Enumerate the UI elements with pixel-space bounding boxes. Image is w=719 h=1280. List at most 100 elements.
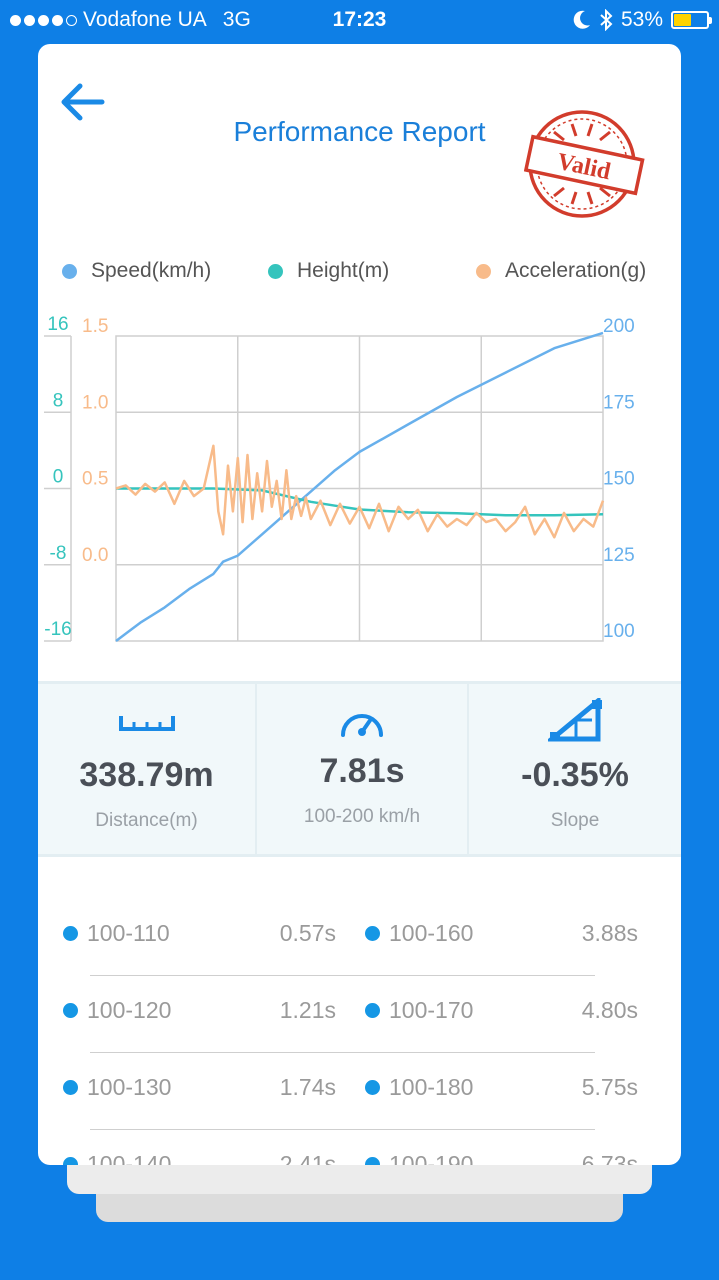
- status-bar: Vodafone UA 3G 17:23 53%: [0, 0, 719, 40]
- legend-label: Acceleration(g): [505, 259, 647, 282]
- legend-dot: [476, 263, 491, 279]
- acceleration-series-line: [115, 444, 605, 539]
- back-button[interactable]: [56, 80, 108, 124]
- split-time: 5.75s: [581, 1074, 638, 1100]
- split-range-label: 100-170: [389, 996, 474, 1023]
- split-range-label: 100-180: [389, 1073, 474, 1100]
- height-tick-label: -16: [44, 619, 71, 640]
- bluetooth-icon: [600, 9, 613, 31]
- split-row: 100-110 0.57s 100-160 3.88s: [38, 899, 681, 976]
- speedometer-icon: [341, 714, 383, 737]
- split-dot: [365, 1079, 380, 1095]
- split-times-list: 100-110 0.57s 100-160 3.88s 100-120 1.21…: [38, 899, 681, 1165]
- slope-icon: [548, 698, 602, 742]
- battery-icon: [671, 11, 712, 29]
- ruler-icon: [118, 716, 175, 731]
- split-dot: [365, 925, 380, 941]
- signal-dot: [38, 14, 49, 26]
- height-tick-label: 0: [53, 467, 64, 488]
- stat-value: 338.79m: [79, 756, 214, 794]
- stat-acceleration-time: 7.81s 100-200 km/h: [255, 684, 467, 854]
- split-time: 1.74s: [279, 1074, 336, 1100]
- signal-dot: [10, 14, 21, 26]
- report-card: Performance Report Valid Speed(km/h) Hei…: [38, 44, 681, 1165]
- split-range: 100-120: [63, 990, 171, 1030]
- signal-dot: [24, 14, 35, 26]
- split-range-label: 100-120: [87, 996, 172, 1023]
- stat-value: -0.35%: [521, 756, 629, 794]
- split-dot: [365, 1156, 380, 1165]
- split-range: 100-190: [365, 1144, 473, 1165]
- split-range: 100-140: [63, 1144, 171, 1165]
- divider: [90, 1052, 595, 1053]
- speed-series-line: [115, 331, 604, 642]
- signal-dot: [66, 14, 77, 26]
- acceleration-tick-label: 1.0: [82, 392, 108, 413]
- stat-label: Slope: [550, 810, 600, 831]
- split-time: 4.80s: [581, 997, 638, 1023]
- stat-label: 100-200 km/h: [303, 806, 421, 827]
- split-range: 100-110: [63, 913, 170, 953]
- signal-strength-icon: [10, 14, 77, 26]
- speed-tick-label: 200: [603, 316, 635, 337]
- split-dot: [63, 1079, 78, 1095]
- legend-dot: [268, 263, 283, 279]
- split-dot: [63, 1002, 78, 1018]
- split-row: 100-140 2.41s 100-190 6.73s: [38, 1130, 681, 1165]
- moon-icon: [573, 10, 590, 29]
- page-title: Performance Report: [233, 116, 486, 147]
- network-type: 3G: [222, 8, 251, 31]
- split-range: 100-180: [365, 1067, 473, 1107]
- legend-label: Speed(km/h): [91, 259, 212, 282]
- split-range: 100-160: [365, 913, 473, 953]
- battery-level: [674, 14, 691, 26]
- split-dot: [365, 1002, 380, 1018]
- stat-slope: -0.35% Slope: [467, 684, 681, 854]
- stats-panel: 338.79m Distance(m) 7.81s 100-200 km/h -…: [38, 681, 681, 857]
- split-time: 6.73s: [581, 1151, 638, 1165]
- valid-stamp-icon: Valid: [524, 110, 645, 218]
- performance-chart: 16 8 0 -8 -16 1.5 1.0 0.5 0.0 200 175 150 125 100: [44, 314, 635, 642]
- split-range-label: 100-190: [389, 1150, 474, 1166]
- split-time: 2.41s: [279, 1151, 336, 1165]
- split-dot: [63, 1156, 78, 1165]
- arrow-left-icon: [61, 83, 105, 121]
- battery-percent: 53%: [620, 8, 663, 31]
- divider: [90, 975, 595, 976]
- split-time: 0.57s: [279, 920, 336, 946]
- stat-value: 7.81s: [319, 752, 405, 790]
- carrier-name: Vodafone UA: [83, 8, 207, 31]
- split-range-label: 100-160: [389, 919, 474, 946]
- speed-tick-label: 150: [603, 469, 635, 490]
- chart-legend: Speed(km/h) Height(m) Acceleration(g): [38, 259, 681, 289]
- divider: [90, 1129, 595, 1130]
- status-time: 17:23: [332, 8, 387, 31]
- split-row: 100-130 1.74s 100-180 5.75s: [38, 1053, 681, 1130]
- legend-label: Height(m): [297, 259, 390, 282]
- split-dot: [63, 925, 78, 941]
- speed-tick-label: 125: [603, 545, 635, 566]
- speed-tick-label: 175: [603, 392, 635, 413]
- split-range: 100-170: [365, 990, 473, 1030]
- legend-item-speed: Speed(km/h): [62, 259, 211, 283]
- status-right: 53%: [573, 8, 712, 32]
- acceleration-tick-label: 1.5: [82, 316, 108, 337]
- height-tick-label: 8: [53, 390, 64, 411]
- legend-item-height: Height(m): [268, 259, 389, 283]
- acceleration-tick-label: 0.0: [82, 545, 108, 566]
- split-range-label: 100-130: [87, 1073, 172, 1100]
- stat-label: Distance(m): [95, 810, 198, 831]
- split-range-label: 100-140: [87, 1150, 172, 1166]
- split-range: 100-130: [63, 1067, 171, 1107]
- legend-dot: [62, 263, 77, 279]
- stat-distance: 338.79m Distance(m): [38, 684, 255, 854]
- height-series-line: [116, 487, 604, 517]
- legend-item-acceleration: Acceleration(g): [476, 259, 646, 283]
- split-row: 100-120 1.21s 100-170 4.80s: [38, 976, 681, 1053]
- signal-dot: [52, 14, 63, 26]
- speed-tick-label: 100: [603, 621, 635, 642]
- status-left: Vodafone UA 3G: [10, 8, 251, 32]
- height-tick-label: 16: [47, 314, 68, 335]
- height-tick-label: -8: [50, 543, 67, 564]
- split-range-label: 100-110: [87, 919, 170, 946]
